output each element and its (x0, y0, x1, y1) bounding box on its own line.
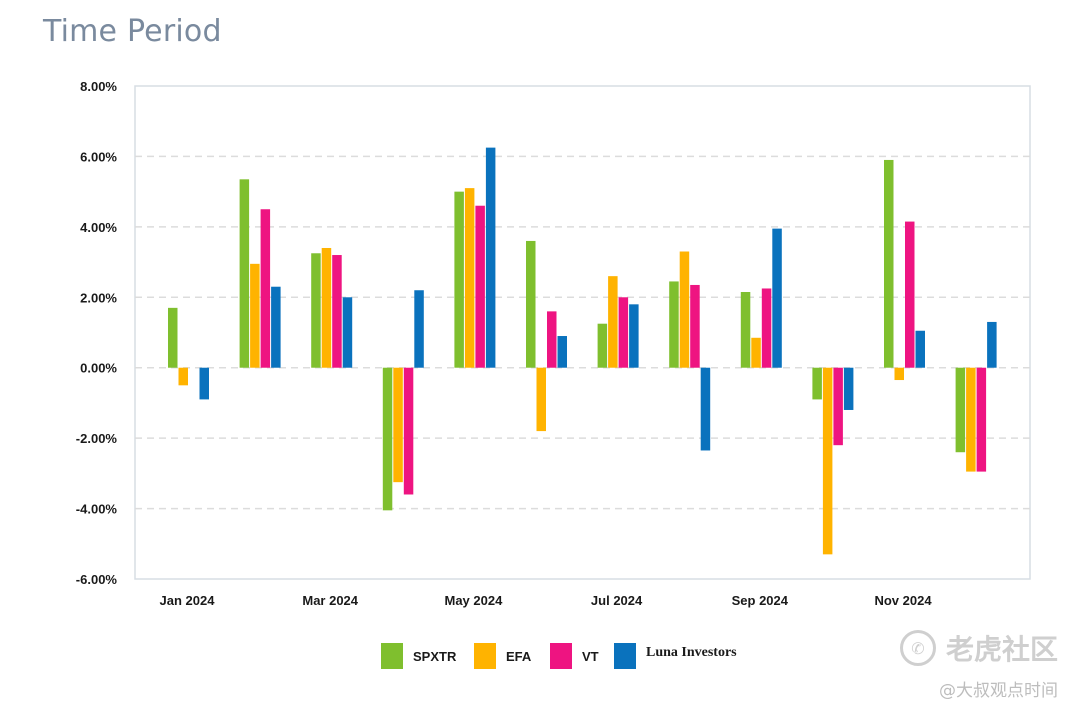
bar (833, 367, 843, 446)
legend: SPXTR EFA VT Luna Investors (381, 643, 737, 669)
bar (976, 367, 987, 472)
bar (690, 284, 700, 368)
legend-label: VT (582, 649, 599, 664)
bar (199, 367, 209, 400)
bar (239, 179, 250, 368)
bar (475, 205, 485, 368)
bar (987, 321, 997, 368)
watermark-brand-text: 老虎社区 (945, 633, 1058, 666)
legend-label: SPXTR (413, 649, 457, 664)
y-tick-label: -6.00% (76, 572, 118, 587)
legend-swatch (474, 643, 496, 669)
legend-label: EFA (506, 649, 532, 664)
legend-swatch (550, 643, 572, 669)
page-title: Time Period (43, 14, 222, 49)
legend-swatch (614, 643, 636, 669)
plot-frame (134, 85, 1031, 580)
bar (822, 367, 833, 555)
bar (700, 367, 711, 451)
bar (884, 159, 894, 368)
y-tick-label: -2.00% (76, 431, 118, 446)
y-tick-label: 0.00% (80, 361, 117, 376)
bar (761, 288, 772, 368)
bar (464, 188, 475, 368)
bar (915, 330, 925, 368)
bar (597, 323, 608, 368)
bar (894, 367, 904, 381)
bar (454, 191, 464, 368)
bar (271, 286, 281, 368)
x-tick-label: Mar 2024 (302, 593, 358, 608)
bar (260, 209, 271, 368)
bar (966, 367, 976, 472)
bar (740, 292, 751, 368)
tiger-logo-icon: ✆ (899, 630, 936, 666)
bar (536, 367, 546, 432)
bars (168, 147, 997, 555)
y-tick-label: -4.00% (76, 502, 118, 517)
bar (772, 228, 782, 368)
bar (812, 367, 822, 400)
bar (168, 307, 178, 368)
bar (843, 367, 854, 410)
bar (414, 290, 424, 368)
bar (332, 255, 342, 368)
bar (608, 276, 618, 368)
watermark-brand: ✆ 老虎社区 (899, 628, 1058, 668)
y-axis-tick-labels: 8.00% 6.00% 4.00% 2.00% 0.00% -2.00% -4.00% -6.… (76, 79, 118, 587)
legend-label: Luna Investors (646, 645, 737, 660)
y-tick-label: 4.00% (80, 220, 117, 235)
bar (679, 251, 690, 368)
y-tick-label: 6.00% (80, 149, 117, 164)
bar (557, 336, 567, 368)
x-axis-tick-labels: Jan 2024 Mar 2024 May 2024 Jul 2024 Sep 2024… (160, 593, 933, 608)
bar (526, 240, 536, 368)
bar (393, 367, 403, 483)
bar (955, 367, 966, 453)
bar (382, 367, 393, 511)
x-tick-label: Nov 2024 (874, 593, 932, 608)
bar (250, 263, 260, 368)
x-tick-label: Sep 2024 (732, 593, 789, 608)
y-tick-label: 2.00% (80, 290, 117, 305)
bar (629, 304, 639, 368)
bar (342, 297, 353, 368)
y-tick-label: 8.00% (80, 79, 117, 94)
gridlines (135, 155, 1030, 510)
bar (547, 311, 557, 368)
x-tick-label: Jan 2024 (160, 593, 216, 608)
bar (905, 221, 915, 368)
legend-swatch (381, 643, 403, 669)
bar (321, 247, 332, 368)
watermark-handle: @大叔观点时间 (939, 681, 1058, 701)
x-tick-label: Jul 2024 (591, 593, 643, 608)
bar (669, 281, 679, 368)
bar (311, 253, 321, 368)
bar (178, 367, 188, 386)
x-tick-label: May 2024 (444, 593, 503, 608)
bar (618, 297, 629, 368)
bar (403, 367, 414, 495)
bar (485, 147, 496, 368)
bar (751, 337, 761, 368)
